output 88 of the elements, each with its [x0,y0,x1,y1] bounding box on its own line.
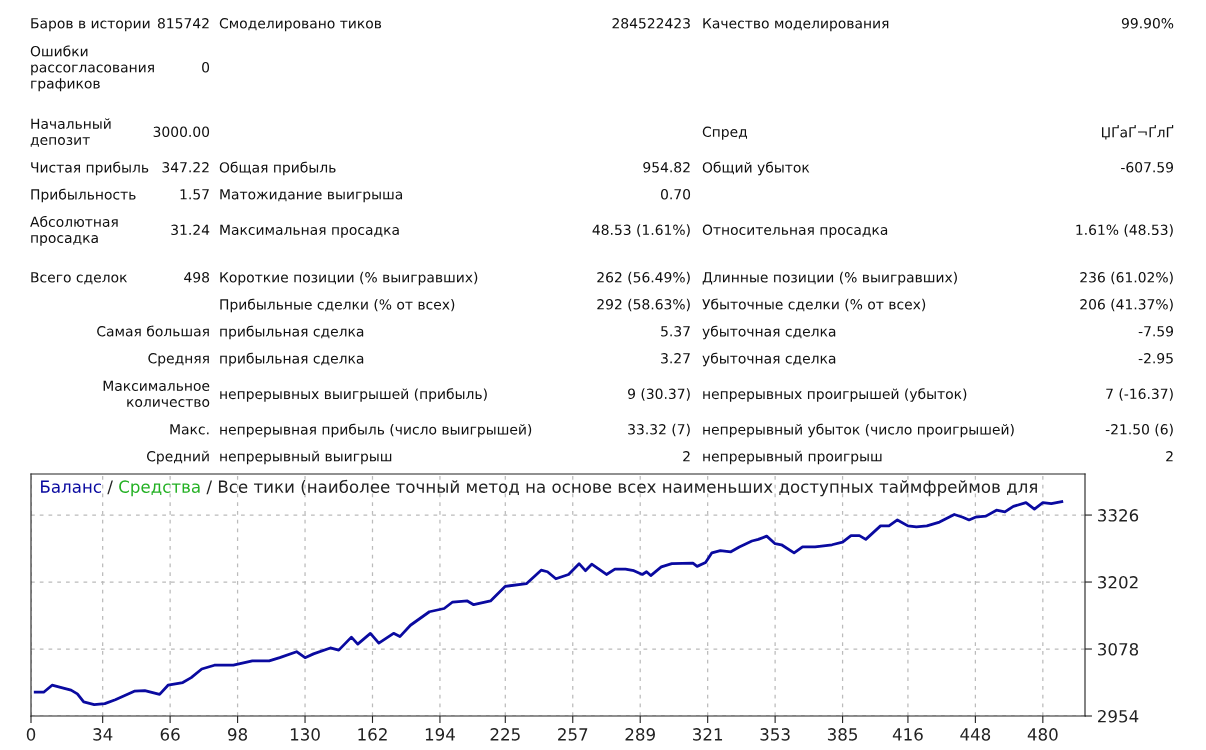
text: Самая большая [97,325,209,337]
text: 347.22 [162,162,209,173]
legend-label: Средства [119,480,200,497]
text: 3000.00 [153,126,210,138]
y-tick-label: 3326 [1098,509,1139,522]
text: Начальный депозит [30,118,111,147]
text: Всего сделок [31,272,127,285]
text: Относительная просадка [702,224,888,238]
text: 0 [202,62,210,73]
text: Матожидание выигрыша [220,189,403,203]
text: Спред [702,126,748,140]
x-tick-label: 66 [160,728,180,741]
text: Баров в истории [31,18,150,32]
x-tick-label: 0 [26,728,36,741]
x-tick-label: 385 [827,728,858,741]
text: 5.37 [661,326,690,337]
line-series [33,500,1064,707]
text: 2 [683,451,690,462]
text: 284522423 [612,18,690,29]
text: прибыльная сделка [220,325,364,340]
text: 236 (61.02%) [1080,271,1173,285]
text: 9 (30.37) [628,388,690,401]
text: Средний [146,450,209,465]
text: 1.57 [180,189,209,200]
x-tick-label: 130 [290,728,320,741]
text: непрерывных выигрышей (прибыль) [220,388,487,402]
text: Общая прибыль [219,161,336,176]
text: Абсолютная просадка [30,216,118,246]
text: -607.59 [1121,162,1174,173]
text: непрерывная прибыль (число выигрышей) [220,423,532,438]
text: Качество моделирования [703,18,889,32]
x-tick-label: 289 [625,728,655,741]
x-tick-label: 257 [558,728,588,741]
text: -7.59 [1138,326,1174,337]
text: 99.90% [1121,18,1174,29]
chart-title: / Все тики (наиболее точный метод на основе всех наименьших доступных таймфреймов для [206,479,1037,497]
text: 498 [184,272,210,283]
text: 262 (56.49%) [597,271,690,285]
text: Прибыльность [31,188,136,203]
text: непрерывный убыток (число проигрышей) [703,423,1014,438]
text: 2 [1166,451,1173,462]
text: 3.27 [661,353,690,364]
x-tick-label: 34 [93,728,113,741]
text: Максимальная просадка [220,224,399,238]
text: убыточная сделка [702,325,836,340]
text: Чистая прибыль [31,161,149,176]
text: убыточная сделка [702,352,836,367]
x-tick-label: 353 [760,728,790,741]
x-tick-label: 321 [693,728,723,741]
text: 48.53 (1.61%) [592,224,690,237]
text: 7 (-16.37) [1106,388,1173,401]
text: 815742 [157,18,209,29]
x-tick-label: 98 [228,728,248,741]
x-tick-label: 194 [425,728,455,741]
text: 954.82 [643,162,690,173]
text: 292 (58.63%) [597,298,690,312]
text: 33.32 (7) [628,423,690,437]
text: Баланс [41,480,101,493]
text: Убыточные сделки (% от всех) [702,298,926,312]
annotation: / [107,480,113,495]
x-tick-label: 448 [960,728,991,741]
text: непрерывный выигрыш [220,450,392,465]
x-tick-label: 225 [490,728,520,741]
text: 1.61% (48.53) [1076,224,1173,237]
text: Максимальное количество [103,380,210,408]
text: непрерывный проигрыш [703,450,882,465]
text: Длинные позиции (% выигравших) [702,271,957,286]
text: Смоделировано тиков [219,18,382,32]
text: -21.50 (6) [1105,423,1173,437]
text: Короткие позиции (% выигравших) [220,271,478,286]
text: прибыльная сделка [220,352,364,367]
text: Средняя [148,353,209,367]
text: 0.70 [660,189,691,200]
text: 206 (41.37%) [1080,298,1173,312]
x-tick-label: 480 [1027,728,1058,741]
text: Ошибки рассогласования графиков [30,45,154,92]
x-tick-label: 162 [358,728,387,741]
y-tick-label: 3202 [1098,576,1138,589]
text: Прибыльные сделки (% от всех) [220,298,455,313]
y-tick-label: 2954 [1098,709,1139,723]
text: Общий убыток [702,161,810,176]
x-tick-label: 416 [892,728,923,741]
text: ЏҐаҐ¬ҐлҐ [1102,125,1174,140]
text: 31.24 [171,224,210,236]
text: непрерывных проигрышей (убыток) [703,388,967,402]
y-tick-label: 3078 [1098,642,1139,656]
text: -2.95 [1138,353,1173,364]
text: Макс. [170,424,209,435]
